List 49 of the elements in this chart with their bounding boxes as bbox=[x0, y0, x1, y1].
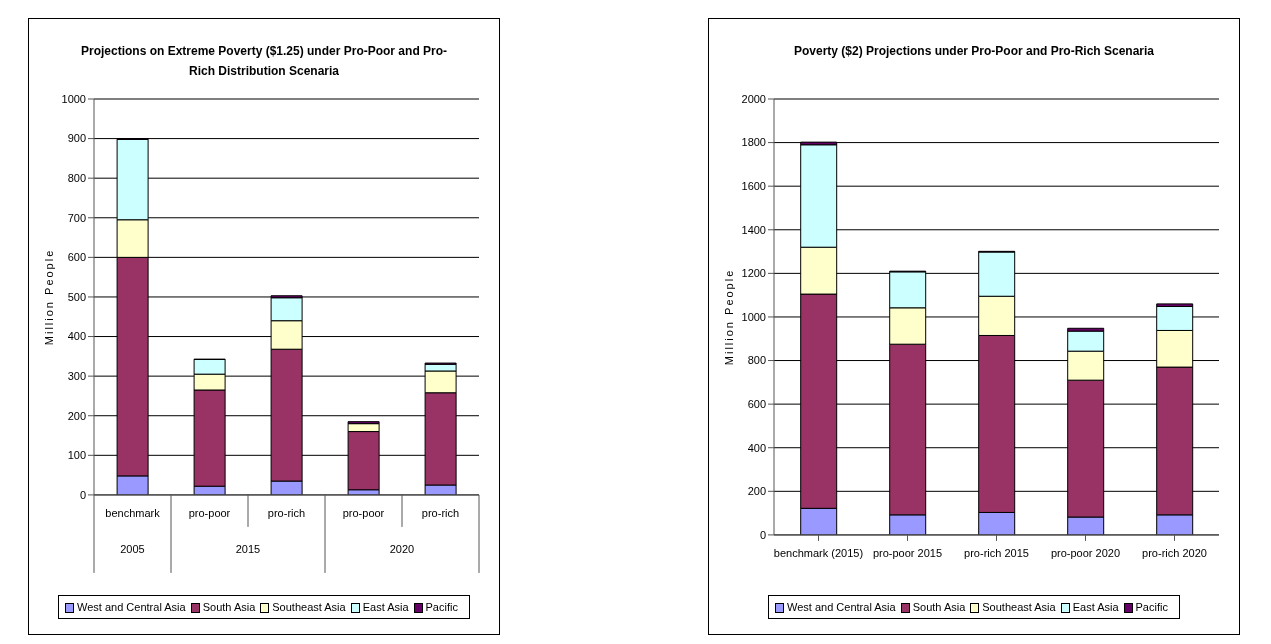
y-tick-label: 900 bbox=[67, 132, 86, 145]
y-tick-label: 600 bbox=[67, 251, 86, 264]
legend-label: West and Central Asia bbox=[76, 600, 186, 613]
y-tick-label: 0 bbox=[759, 528, 766, 541]
legend-label: South Asia bbox=[201, 600, 256, 613]
y-axis-title: Million People bbox=[722, 268, 735, 366]
text: 2005 bbox=[120, 542, 145, 555]
y-tick-label: 800 bbox=[67, 172, 86, 185]
legend-label: Southeast Asia bbox=[271, 600, 346, 613]
y-tick-label: 400 bbox=[747, 441, 766, 454]
x-tick-label: pro-rich bbox=[267, 506, 306, 519]
legend-label: East Asia bbox=[361, 600, 409, 613]
y-tick-label: 700 bbox=[67, 211, 86, 224]
y-tick-label: 300 bbox=[67, 370, 86, 383]
y-tick-label: 500 bbox=[67, 290, 86, 303]
y-tick-label: 1200 bbox=[741, 267, 766, 280]
legend-label: Pacific bbox=[424, 600, 458, 613]
text: 2020 bbox=[389, 542, 415, 555]
y-tick-label: 400 bbox=[67, 330, 86, 343]
chart-title: Projections on Extreme Poverty ($1.25) under Pro-Poor and Pro-Rich Distribution Scenaria bbox=[79, 43, 449, 80]
y-tick-label: 100 bbox=[67, 449, 86, 462]
x-tick-label: pro-poor 2020 bbox=[1050, 546, 1121, 559]
legend-label: South Asia bbox=[911, 600, 966, 613]
y-tick-label: 1400 bbox=[741, 223, 766, 236]
y-axis-title: Million People bbox=[42, 248, 55, 346]
x-tick-label: benchmark (2015) bbox=[773, 546, 864, 559]
text: 2015 bbox=[235, 542, 261, 555]
y-tick-label: 1000 bbox=[61, 92, 86, 105]
x-tick-label: pro-poor 2015 bbox=[872, 546, 943, 559]
y-tick-label: 600 bbox=[747, 398, 766, 411]
chart-title: Poverty ($2) Projections under Pro-Poor and Pro-Rich Scenaria bbox=[792, 43, 1156, 60]
y-tick-label: 200 bbox=[67, 409, 86, 422]
x-tick-label: pro-rich 2020 bbox=[1142, 546, 1207, 559]
x-tick-label: benchmark bbox=[105, 506, 161, 519]
x-tick-label: pro-rich bbox=[421, 506, 460, 519]
y-tick-label: 2000 bbox=[741, 92, 766, 105]
y-tick-label: 0 bbox=[79, 488, 86, 501]
y-tick-label: 1600 bbox=[741, 180, 766, 193]
y-tick-label: 1800 bbox=[741, 136, 766, 149]
legend-label: Southeast Asia bbox=[981, 600, 1056, 613]
legend-label: West and Central Asia bbox=[786, 600, 896, 613]
x-tick-label: pro-poor bbox=[188, 506, 231, 519]
legend-label: Pacific bbox=[1134, 600, 1168, 613]
x-tick-label: pro-rich 2015 bbox=[964, 546, 1029, 559]
legend-label: East Asia bbox=[1071, 600, 1119, 613]
y-tick-label: 1000 bbox=[741, 310, 766, 323]
x-tick-label: pro-poor bbox=[342, 506, 385, 519]
y-tick-label: 200 bbox=[747, 485, 766, 498]
y-tick-label: 800 bbox=[747, 354, 766, 367]
